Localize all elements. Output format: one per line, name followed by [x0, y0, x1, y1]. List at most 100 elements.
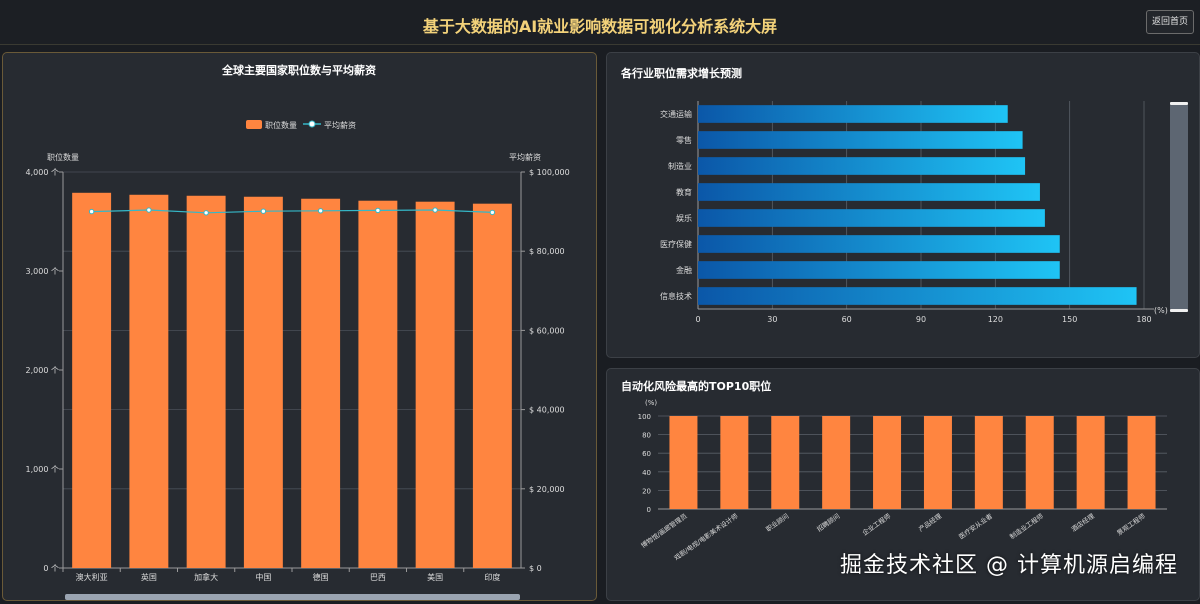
- bar[interactable]: [720, 416, 749, 509]
- x-tick-label: 招聘顾问: [815, 511, 841, 533]
- salary-point[interactable]: [260, 208, 267, 214]
- y-tick-label: 20: [642, 487, 651, 495]
- y-tick-label: 零售: [676, 135, 692, 145]
- bar[interactable]: [669, 416, 698, 509]
- y-right-tick-label: $ 80,000: [529, 247, 565, 256]
- salary-point[interactable]: [489, 209, 496, 216]
- bar[interactable]: [1127, 416, 1156, 509]
- x-tick-label: 医疗安从业者: [957, 511, 995, 541]
- salary-point[interactable]: [432, 207, 438, 213]
- bar[interactable]: [698, 105, 1008, 123]
- x-tick-label: 美国: [427, 572, 443, 582]
- bar[interactable]: [698, 235, 1060, 253]
- x-tick-label: 产品经理: [917, 511, 944, 534]
- page-title: 基于大数据的AI就业影响数据可视化分析系统大屏: [422, 17, 778, 36]
- salary-point[interactable]: [317, 208, 324, 214]
- chart-title: 自动化风险最高的TOP10职位: [621, 379, 771, 393]
- bar[interactable]: [186, 195, 226, 568]
- x-tick-label: 0: [695, 315, 700, 324]
- slider-track: [1170, 103, 1188, 311]
- x-tick-label: 中国: [255, 572, 271, 582]
- y-right-tick-label: $ 20,000: [529, 485, 565, 494]
- bar[interactable]: [1025, 416, 1054, 509]
- automation-risk-panel: 自动化风险最高的TOP10职位 (%) 0 20 40 60 80 100 博物馆/画廊管理…: [606, 368, 1200, 601]
- y-right-tick-label: $ 100,000: [529, 168, 570, 177]
- x-tick-label: 印度: [484, 572, 500, 582]
- salary-point[interactable]: [88, 208, 95, 215]
- y-axis-unit: (%): [645, 399, 657, 407]
- bar[interactable]: [358, 200, 398, 568]
- industry-demand-chart: 各行业职位需求增长预测 0 30 60 90 120 150 180 交通运输零售制造业教育娱…: [620, 66, 1188, 324]
- y-tick-label: 40: [642, 469, 651, 477]
- watermark: 掘金技术社区 @ 计算机源启编程: [840, 553, 1178, 578]
- bar[interactable]: [698, 157, 1026, 175]
- y-tick-label: 60: [642, 450, 651, 458]
- legend-line-label[interactable]: 平均薪资: [324, 120, 356, 130]
- bar[interactable]: [1076, 416, 1105, 509]
- vertical-zoom-slider[interactable]: [1170, 102, 1188, 312]
- bar[interactable]: [771, 416, 800, 509]
- y-right-tick-label: $ 0: [529, 564, 542, 573]
- y-tick-label: 100: [638, 413, 651, 421]
- y-left-tick-label: 2,000 个: [26, 366, 59, 375]
- legend-bar-label[interactable]: 职位数量: [265, 120, 297, 130]
- bar[interactable]: [129, 194, 169, 568]
- x-tick-label: 30: [767, 315, 777, 324]
- y-left-tick-label: 3,000 个: [26, 267, 59, 276]
- y-tick-label: 信息技术: [660, 291, 692, 301]
- y-tick-label: 制造业: [668, 161, 692, 171]
- bar[interactable]: [698, 209, 1045, 227]
- y-tick-label: 交通运输: [660, 109, 692, 119]
- y-left-tick-label: 4,000 个: [26, 168, 59, 177]
- country-jobs-salary-chart: 全球主要国家职位数与平均薪资 职位数量 平均薪资 职位数量 平均薪资 0 个 1,…: [26, 63, 570, 600]
- bar[interactable]: [698, 287, 1137, 305]
- salary-point[interactable]: [203, 210, 209, 216]
- bar[interactable]: [822, 416, 851, 509]
- x-tick-label: 巴西: [370, 573, 386, 582]
- back-home-button[interactable]: 返回首页: [1146, 10, 1194, 34]
- slider-bottom-handle[interactable]: [1170, 309, 1188, 312]
- bar[interactable]: [698, 183, 1040, 201]
- x-tick-label: 150: [1062, 315, 1077, 324]
- y-left-tick-label: 0 个: [43, 564, 59, 573]
- chart-title: 全球主要国家职位数与平均薪资: [221, 63, 376, 77]
- bar[interactable]: [923, 416, 952, 509]
- bar[interactable]: [974, 416, 1003, 509]
- bar[interactable]: [415, 201, 455, 568]
- bar[interactable]: [72, 192, 112, 569]
- bar[interactable]: [873, 416, 902, 509]
- bar[interactable]: [243, 196, 283, 568]
- x-tick-label: 90: [916, 315, 926, 324]
- x-tick-label: 加拿大: [194, 572, 218, 582]
- x-tick-label: 澳大利亚: [76, 572, 108, 582]
- y-axis-left-label: 职位数量: [47, 152, 79, 162]
- y-tick-label: 教育: [676, 187, 692, 197]
- bar[interactable]: [301, 198, 341, 569]
- y-tick-label: 80: [642, 432, 651, 440]
- x-tick-label: 酒店经理: [1069, 511, 1096, 534]
- y-right-tick-label: $ 40,000: [529, 406, 565, 415]
- x-tick-label: 博物馆/画廊管理员: [639, 511, 689, 550]
- x-tick-label: 德国: [313, 572, 329, 582]
- y-tick-label: 0: [647, 506, 651, 514]
- x-tick-label: 景观工程师: [1115, 511, 1147, 537]
- bar[interactable]: [698, 261, 1060, 279]
- chart-title: 各行业职位需求增长预测: [620, 66, 742, 80]
- slider-top-handle[interactable]: [1170, 102, 1188, 105]
- y-tick-label: 医疗保健: [660, 239, 692, 249]
- x-axis-unit: (%): [1154, 306, 1168, 315]
- salary-point[interactable]: [146, 207, 152, 213]
- industry-demand-panel: 各行业职位需求增长预测 0 30 60 90 120 150 180 交通运输 零售 制造业 教育娱…: [606, 52, 1200, 358]
- salary-point[interactable]: [375, 207, 381, 214]
- x-tick-label: 制造业工程师: [1008, 511, 1046, 541]
- y-right-tick-label: $ 60,000: [529, 326, 565, 335]
- y-axis-right-label: 平均薪资: [509, 152, 541, 162]
- x-tick-label: 英国: [141, 572, 157, 582]
- bar[interactable]: [472, 203, 512, 568]
- x-tick-label: 60: [842, 315, 852, 324]
- chart-legend[interactable]: 职位数量 平均薪资: [246, 120, 356, 130]
- y-left-tick-label: 1,000 个: [26, 465, 59, 474]
- zoom-slider[interactable]: [65, 594, 520, 600]
- x-tick-label: 职业顾问: [764, 511, 790, 533]
- bar[interactable]: [698, 131, 1023, 149]
